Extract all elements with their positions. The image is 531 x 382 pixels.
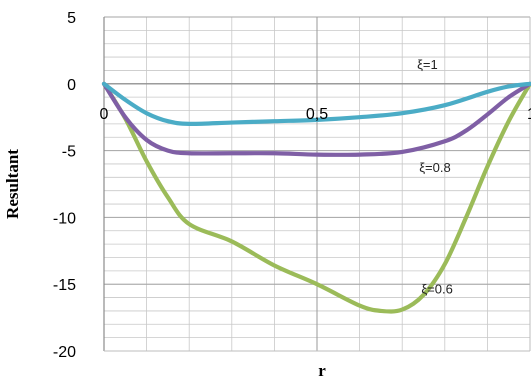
- y-tick-label: -5: [62, 144, 76, 161]
- x-tick-label: 0: [100, 106, 109, 123]
- y-tick-label: 5: [67, 10, 76, 27]
- chart-series: [101, 81, 531, 314]
- curve-annotation: ξ=0.6: [421, 282, 452, 297]
- chart-labels: 5 0 -5 -10 -15 -20 0 0,5 1 r Resultant ξ=1 ξ=0.8 ξ=0.…: [3, 10, 531, 380]
- plot-grid: [103, 16, 531, 352]
- y-tick-label: -10: [53, 210, 76, 227]
- x-axis-title: r: [318, 361, 326, 380]
- curve-annotation: ξ=1: [417, 57, 438, 72]
- x-tick-label: 0,5: [306, 106, 328, 123]
- y-tick-label: 0: [67, 77, 76, 94]
- y-tick-label: -15: [53, 277, 76, 294]
- series-line-xi-0-6: [101, 81, 531, 314]
- series-line-xi-1: [101, 81, 531, 127]
- y-axis-title: Resultant: [3, 149, 22, 219]
- chart-axes: [103, 17, 531, 352]
- y-tick-label: -20: [53, 344, 76, 361]
- x-tick-label: 1: [527, 106, 531, 123]
- curve-annotation: ξ=0.8: [419, 160, 450, 175]
- series-line-xi-0-8: [101, 81, 531, 157]
